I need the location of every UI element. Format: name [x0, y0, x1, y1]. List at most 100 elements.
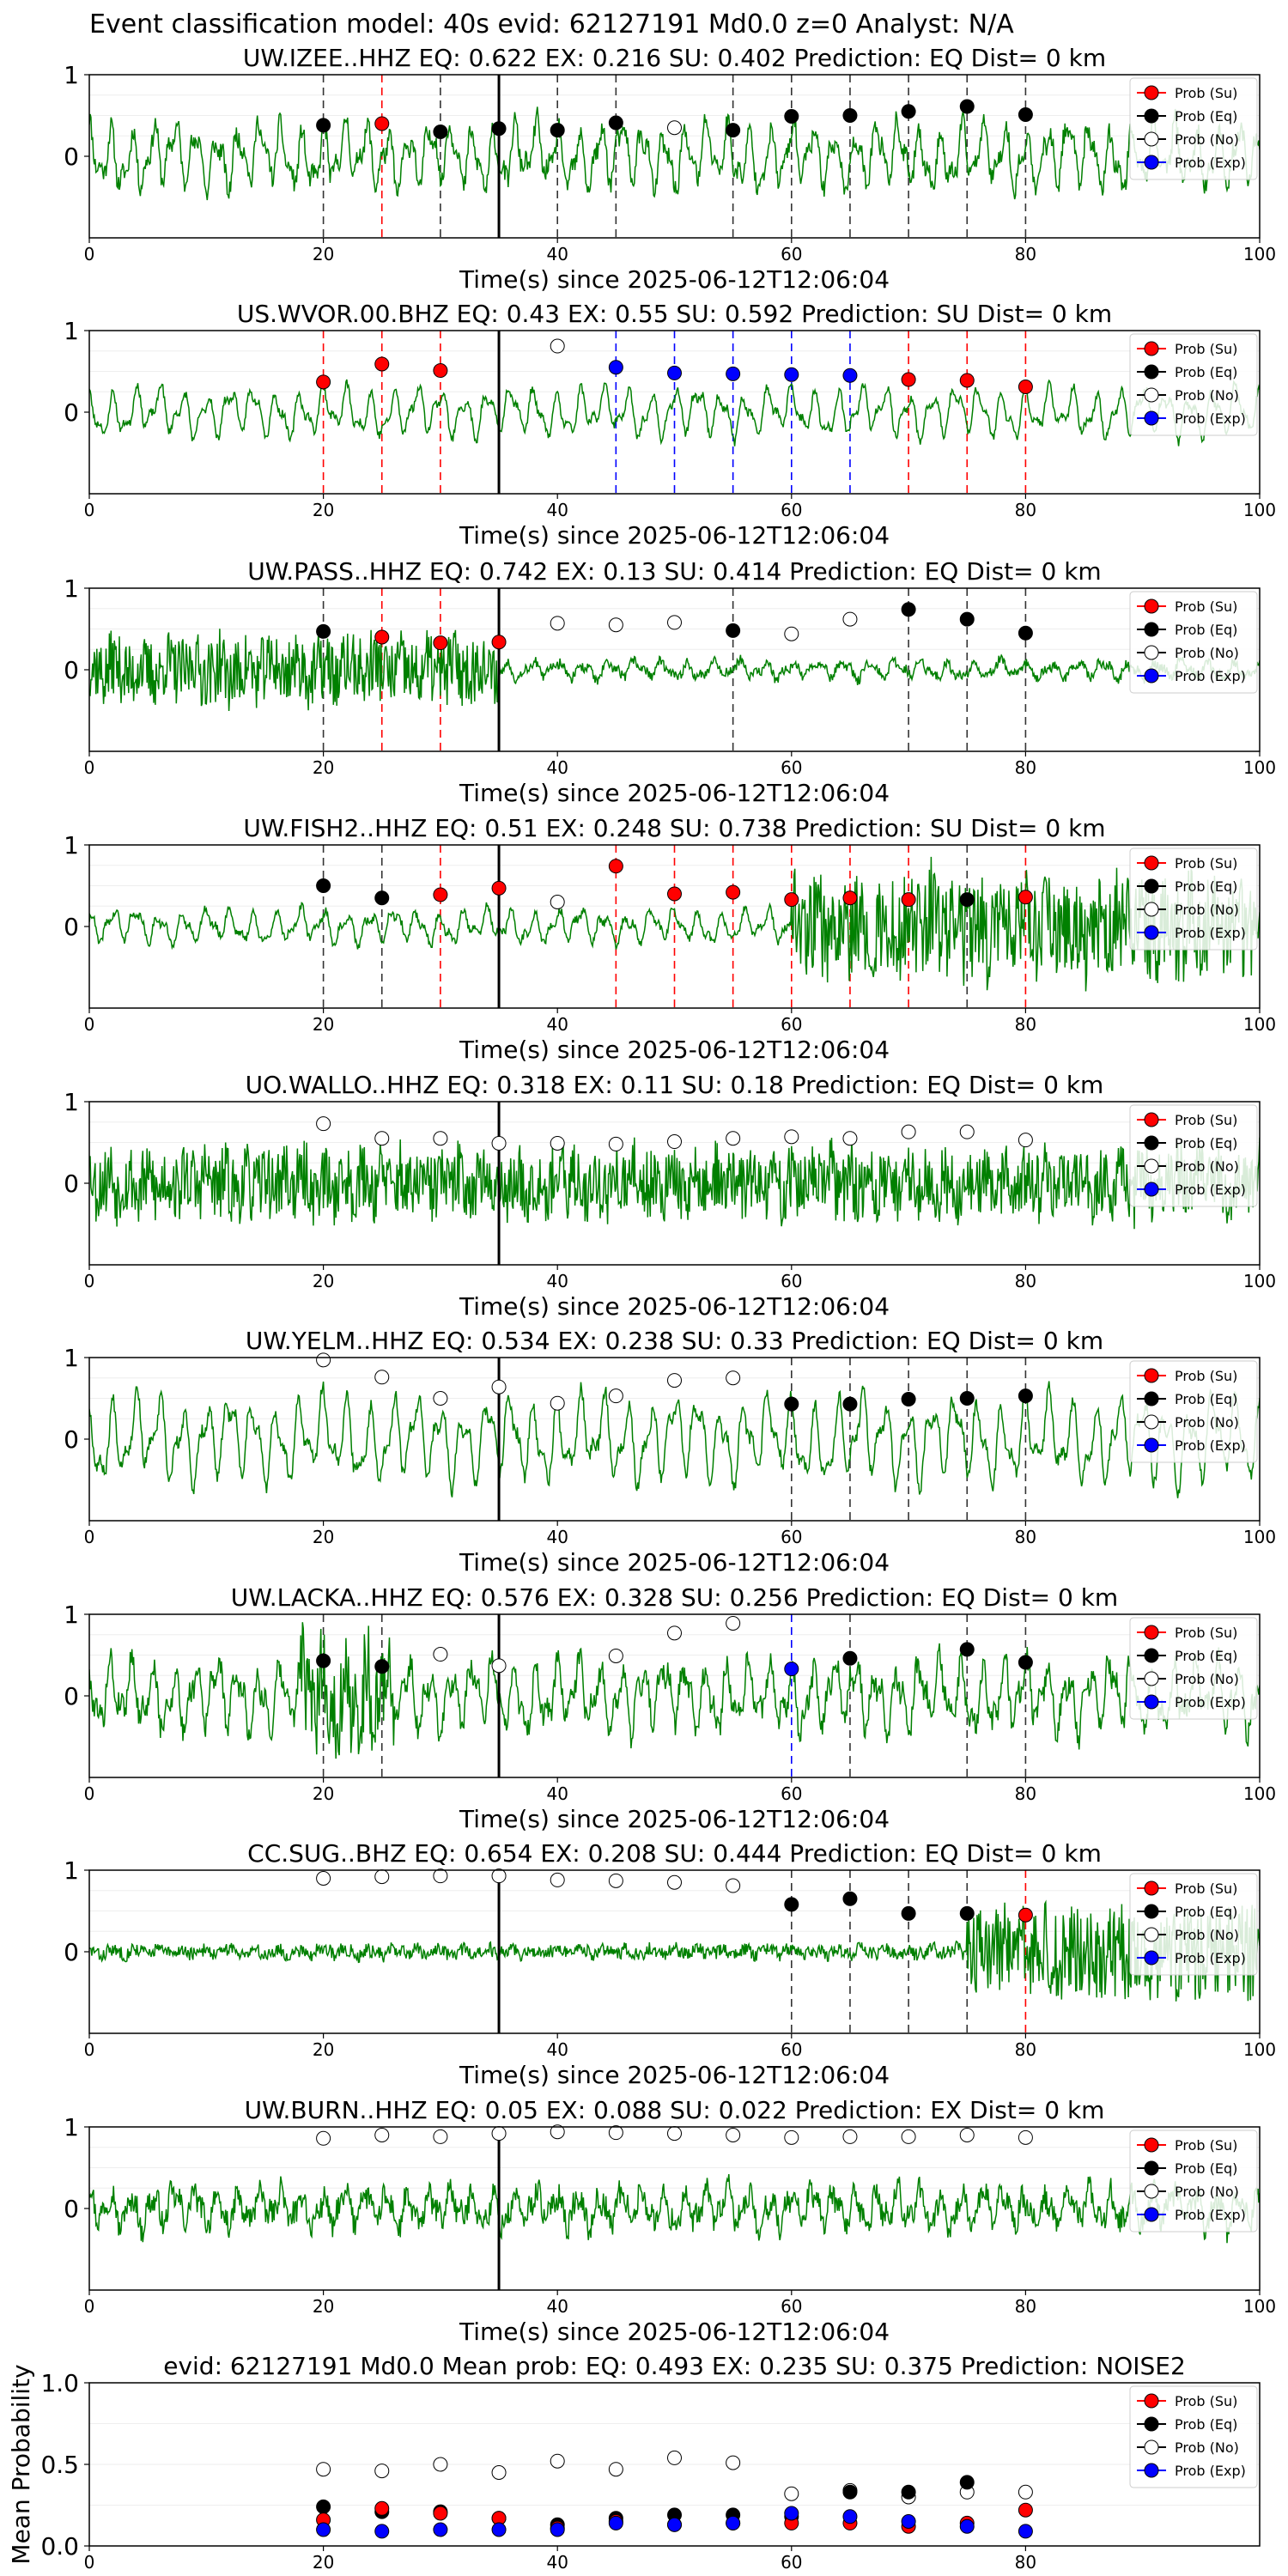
x-tick-label: 80 — [1015, 1271, 1036, 1291]
legend-entry-no: Prob (No) — [1137, 387, 1239, 404]
prob-marker-no — [901, 2129, 916, 2144]
prob-marker-no — [784, 626, 799, 641]
subplot-5: UO.WALLO..HHZ EQ: 0.318 EX: 0.11 SU: 0.1… — [64, 1071, 1276, 1321]
legend-entry-exp: Prob (Exp) — [1137, 1950, 1246, 1966]
prob-marker-su — [491, 635, 507, 650]
legend-marker — [1144, 925, 1159, 940]
mean-prob-marker-exp — [784, 2506, 799, 2521]
legend-marker — [1144, 155, 1159, 170]
legend-marker — [1144, 2184, 1159, 2199]
legend-marker — [1144, 341, 1159, 356]
x-tick-label: 0 — [84, 1527, 95, 1547]
prob-marker-exp — [667, 365, 682, 380]
subplot-2: US.WVOR.00.BHZ EQ: 0.43 EX: 0.55 SU: 0.5… — [64, 300, 1276, 550]
prob-marker-no — [608, 1873, 623, 1888]
x-tick-label: 60 — [781, 1014, 802, 1035]
mean-prob-marker-no — [784, 2486, 799, 2501]
prob-marker-no — [550, 1872, 565, 1887]
waveform-trace — [89, 856, 1260, 992]
legend-marker — [1144, 1158, 1159, 1174]
x-tick-label: 40 — [546, 1014, 568, 1035]
y-tick-label: 1 — [64, 2113, 79, 2142]
legend-label: Prob (No) — [1175, 645, 1239, 661]
mean-prob-marker-eq — [842, 2484, 858, 2500]
prob-marker-eq — [433, 125, 448, 139]
prob-marker-eq — [959, 611, 975, 627]
prob-marker-su — [1018, 890, 1033, 905]
prob-marker-no — [550, 2124, 565, 2140]
prob-marker-eq — [550, 123, 565, 138]
prob-marker-su — [374, 116, 390, 131]
legend-marker — [1144, 387, 1159, 403]
legend-entry-no: Prob (No) — [1137, 645, 1239, 661]
legend-entry-no: Prob (No) — [1137, 1671, 1239, 1687]
legend-label: Prob (Su) — [1175, 1112, 1237, 1128]
mean-prob-marker-no — [374, 2464, 390, 2479]
prob-marker-no — [608, 2125, 623, 2141]
prob-marker-no — [608, 1136, 623, 1151]
legend-marker — [1144, 1414, 1159, 1430]
x-tick-label: 40 — [546, 1527, 568, 1547]
legend-label: Prob (Exp) — [1175, 1694, 1246, 1710]
legend-entry-su: Prob (Su) — [1137, 1112, 1237, 1128]
prob-marker-su — [608, 859, 623, 874]
mean-prob-marker-su — [374, 2500, 390, 2516]
legend-entry-su: Prob (Su) — [1137, 1880, 1237, 1897]
legend-entry-su: Prob (Su) — [1137, 1368, 1237, 1384]
legend-label: Prob (Su) — [1175, 855, 1237, 872]
legend-entry-eq: Prob (Eq) — [1137, 878, 1237, 895]
prob-marker-su — [433, 887, 448, 902]
legend-entry-eq: Prob (Eq) — [1137, 108, 1237, 125]
subplot-4: UW.FISH2..HHZ EQ: 0.51 EX: 0.248 SU: 0.7… — [64, 814, 1276, 1064]
prob-marker-su — [667, 886, 682, 902]
legend-label: Prob (Exp) — [1175, 155, 1246, 171]
prob-marker-eq — [959, 1642, 975, 1657]
x-tick-label: 100 — [1243, 244, 1276, 264]
legend-entry-eq: Prob (Eq) — [1137, 1648, 1237, 1664]
prob-marker-eq — [959, 1391, 975, 1406]
legend-label: Prob (No) — [1175, 902, 1239, 918]
prob-marker-eq — [842, 1891, 858, 1906]
x-tick-label: 40 — [546, 244, 568, 264]
prob-marker-eq — [901, 602, 916, 617]
legend-label: Prob (Exp) — [1175, 2463, 1246, 2479]
legend-marker — [1144, 1648, 1159, 1663]
y-tick-label: 0.0 — [40, 2532, 79, 2561]
legend-label: Prob (Eq) — [1175, 2416, 1237, 2433]
prob-marker-eq — [959, 99, 975, 114]
legend-entry-eq: Prob (Eq) — [1137, 2416, 1237, 2433]
prob-marker-eq — [842, 1396, 858, 1412]
legend-entry-exp: Prob (Exp) — [1137, 925, 1246, 941]
prob-marker-no — [550, 616, 565, 631]
prob-marker-exp — [608, 360, 623, 375]
prob-marker-exp — [784, 367, 799, 382]
prob-marker-no — [433, 1868, 448, 1884]
waveform-trace — [89, 106, 1260, 201]
x-tick-label: 80 — [1015, 2039, 1036, 2060]
y-tick-label: 1 — [64, 831, 79, 860]
legend-entry-no: Prob (No) — [1137, 1414, 1239, 1431]
x-tick-label: 60 — [781, 2296, 802, 2317]
prob-marker-no — [667, 1134, 682, 1150]
x-tick-label: 60 — [781, 1271, 802, 1291]
prob-marker-su — [1018, 380, 1033, 395]
legend-marker — [1144, 2393, 1159, 2409]
mean-prob-marker-no — [608, 2462, 623, 2477]
x-axis-label: Time(s) since 2025-06-12T12:06:04 — [459, 265, 890, 294]
axes-frame — [88, 587, 1261, 752]
prob-marker-eq — [842, 108, 858, 123]
mean-prob-marker-exp — [374, 2524, 390, 2539]
legend-marker — [1144, 410, 1159, 426]
x-tick-label: 80 — [1015, 1527, 1036, 1547]
mean-prob-marker-exp — [433, 2522, 448, 2537]
x-tick-label: 40 — [546, 2552, 568, 2573]
prob-marker-no — [550, 1395, 565, 1411]
prob-marker-exp — [726, 366, 741, 381]
legend-entry-exp: Prob (Exp) — [1137, 1694, 1246, 1710]
legend-marker — [1144, 1880, 1159, 1896]
mean-prob-marker-no — [433, 2457, 448, 2472]
legend-box — [1129, 77, 1258, 180]
prob-marker-eq — [316, 623, 331, 639]
legend-entry-no: Prob (No) — [1137, 1927, 1239, 1943]
mean-prob-marker-exp — [667, 2517, 682, 2532]
